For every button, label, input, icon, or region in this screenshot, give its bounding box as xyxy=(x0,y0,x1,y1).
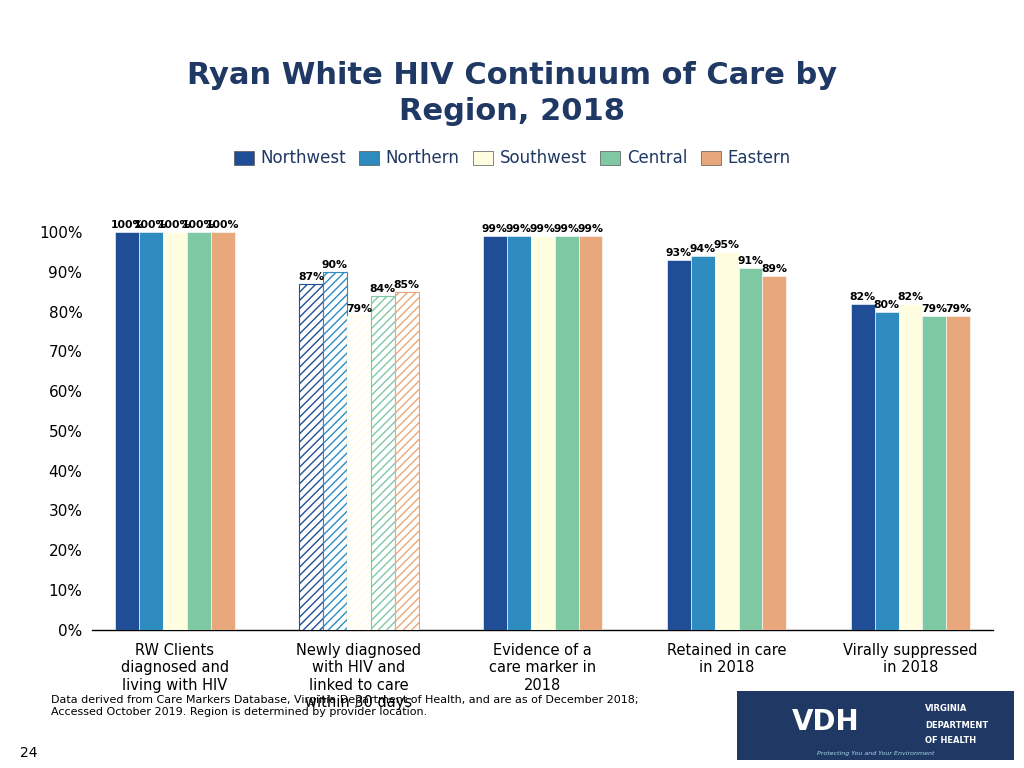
Text: Protecting You and Your Environment: Protecting You and Your Environment xyxy=(817,751,934,756)
Bar xyxy=(371,296,394,630)
Bar xyxy=(923,316,946,630)
Bar xyxy=(763,276,786,630)
Text: 79%: 79% xyxy=(346,304,372,314)
Text: 82%: 82% xyxy=(897,292,924,302)
Text: 94%: 94% xyxy=(689,244,716,254)
Text: 79%: 79% xyxy=(945,304,972,314)
Bar xyxy=(507,236,530,630)
Bar xyxy=(691,256,715,630)
Bar xyxy=(579,236,602,630)
Text: 100%: 100% xyxy=(111,220,143,230)
Bar xyxy=(738,268,763,630)
Text: 100%: 100% xyxy=(182,220,216,230)
Bar xyxy=(347,316,371,630)
Text: DEPARTMENT: DEPARTMENT xyxy=(926,721,988,730)
Text: 99%: 99% xyxy=(529,224,556,234)
Text: 99%: 99% xyxy=(578,224,603,234)
Text: 99%: 99% xyxy=(482,224,508,234)
Text: 99%: 99% xyxy=(506,224,531,234)
Text: Ryan White HIV Continuum of Care by
Region, 2018: Ryan White HIV Continuum of Care by Regi… xyxy=(187,61,837,127)
Text: 100%: 100% xyxy=(134,220,168,230)
Text: 99%: 99% xyxy=(554,224,580,234)
Text: 91%: 91% xyxy=(737,257,764,266)
Bar xyxy=(115,232,139,630)
Bar xyxy=(186,232,211,630)
Text: OF HEALTH: OF HEALTH xyxy=(926,737,977,746)
Bar xyxy=(299,283,323,630)
Bar xyxy=(899,303,923,630)
Bar xyxy=(530,236,555,630)
Bar xyxy=(394,292,419,630)
Bar xyxy=(555,236,579,630)
Bar xyxy=(667,260,691,630)
Bar xyxy=(483,236,507,630)
Text: 24: 24 xyxy=(20,746,38,760)
Bar xyxy=(163,232,186,630)
Bar xyxy=(715,252,738,630)
Bar xyxy=(139,232,163,630)
Text: VDH: VDH xyxy=(792,708,859,737)
Bar xyxy=(211,232,234,630)
Text: 82%: 82% xyxy=(850,292,876,302)
Legend: Northwest, Northern, Southwest, Central, Eastern: Northwest, Northern, Southwest, Central,… xyxy=(227,143,797,174)
Text: 90%: 90% xyxy=(322,260,348,270)
Bar xyxy=(874,312,899,630)
Text: VIRGINIA: VIRGINIA xyxy=(926,704,968,713)
Text: 95%: 95% xyxy=(714,240,739,250)
Text: 79%: 79% xyxy=(922,304,947,314)
Text: 85%: 85% xyxy=(393,280,420,290)
Text: 89%: 89% xyxy=(762,264,787,274)
Bar xyxy=(946,316,971,630)
Text: 93%: 93% xyxy=(666,248,692,258)
Text: 80%: 80% xyxy=(873,300,900,310)
Text: 100%: 100% xyxy=(158,220,191,230)
Bar xyxy=(323,272,347,630)
Text: 100%: 100% xyxy=(206,220,240,230)
Text: 87%: 87% xyxy=(298,272,324,282)
Bar xyxy=(851,303,874,630)
Text: Data derived from Care Markers Database, Virginia Department of Health, and are : Data derived from Care Markers Database,… xyxy=(51,695,639,717)
Text: 84%: 84% xyxy=(370,284,396,294)
